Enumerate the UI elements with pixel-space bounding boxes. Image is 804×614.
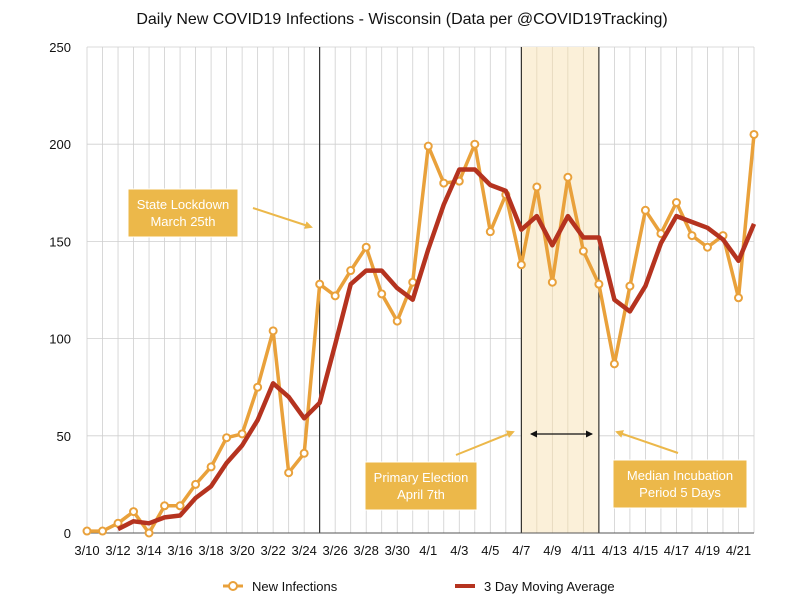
data-point-new-infections <box>191 479 201 489</box>
annotation-box <box>364 461 478 511</box>
annotation-line: April 7th <box>397 487 445 502</box>
y-tick-label: 100 <box>49 332 71 347</box>
data-point-new-infections <box>749 129 759 139</box>
data-point-new-infections <box>237 429 247 439</box>
y-tick-label: 150 <box>49 234 71 249</box>
data-point-new-infections <box>315 279 325 289</box>
data-point-new-infections <box>687 231 697 241</box>
y-tick-label: 250 <box>49 40 71 55</box>
data-point-new-infections <box>733 293 743 303</box>
data-point-new-infections <box>485 227 495 237</box>
data-point-new-infections <box>361 242 371 252</box>
x-tick-label: 3/18 <box>198 543 223 558</box>
data-point-new-infections <box>516 260 526 270</box>
data-point-new-infections <box>439 178 449 188</box>
data-point-new-infections <box>330 291 340 301</box>
x-tick-label: 3/12 <box>105 543 130 558</box>
data-point-new-infections <box>377 289 387 299</box>
x-tick-label: 4/11 <box>571 543 595 558</box>
annotation-box <box>612 459 748 509</box>
x-tick-label: 3/22 <box>260 543 285 558</box>
data-point-new-infections <box>129 507 139 517</box>
x-tick-label: 4/3 <box>450 543 468 558</box>
annotation-line: Primary Election <box>374 470 469 485</box>
election-arrow <box>455 430 515 456</box>
x-tick-label: 4/21 <box>726 543 751 558</box>
data-point-new-infections <box>470 139 480 149</box>
data-point-new-infections <box>346 266 356 276</box>
data-point-new-infections <box>144 528 154 538</box>
x-tick-label: 4/17 <box>664 543 689 558</box>
x-axis-ticks: 3/10 3/12 3/14 3/16 3/18 3/20 3/22 3/24 3/26 3/28… <box>74 543 751 558</box>
data-point-new-infections <box>222 433 232 443</box>
data-point-new-infections <box>175 501 185 511</box>
annotation-line: State Lockdown <box>137 197 230 212</box>
annotation-line: Median Incubation <box>627 468 733 483</box>
series-layer <box>82 129 759 538</box>
annotation-lockdown: State Lockdown March 25th <box>127 188 239 238</box>
x-tick-label: 4/7 <box>512 543 530 558</box>
data-point-new-infections <box>98 526 108 536</box>
data-point-new-infections <box>299 448 309 458</box>
annotation-line: Period 5 Days <box>639 485 721 500</box>
data-point-new-infections <box>578 246 588 256</box>
x-tick-label: 3/10 <box>74 543 99 558</box>
annotation-box <box>127 188 239 238</box>
data-point-new-infections <box>702 242 712 252</box>
data-point-new-infections <box>268 326 278 336</box>
x-tick-label: 3/26 <box>323 543 348 558</box>
x-tick-label: 3/28 <box>354 543 379 558</box>
annotation-primary-election: Primary Election April 7th <box>364 461 478 511</box>
legend-marker-new-infections <box>228 581 238 591</box>
data-point-new-infections <box>563 172 573 182</box>
series-line-3-day-moving-average <box>116 167 757 532</box>
x-tick-label: 3/14 <box>136 543 161 558</box>
annotation-line: March 25th <box>150 214 215 229</box>
data-point-new-infections <box>671 198 681 208</box>
shaded-region <box>520 47 600 533</box>
legend-label-new-infections: New Infections <box>252 579 338 594</box>
annotation-incubation: Median Incubation Period 5 Days <box>612 459 748 509</box>
data-point-new-infections <box>532 182 542 192</box>
incubation-arrow <box>615 430 679 454</box>
incubation-shade <box>521 47 599 533</box>
legend-label-moving-average: 3 Day Moving Average <box>484 579 615 594</box>
x-tick-label: 3/16 <box>167 543 192 558</box>
data-point-new-infections <box>625 281 635 291</box>
legend: New Infections 3 Day Moving Average <box>223 579 615 594</box>
data-point-new-infections <box>640 205 650 215</box>
data-point-new-infections <box>284 468 294 478</box>
data-point-new-infections <box>253 382 263 392</box>
data-point-new-infections <box>423 141 433 151</box>
data-point-new-infections <box>206 462 216 472</box>
y-tick-label: 0 <box>64 526 71 541</box>
x-tick-label: 3/20 <box>229 543 254 558</box>
data-point-new-infections <box>82 526 92 536</box>
x-tick-label: 4/13 <box>602 543 627 558</box>
y-axis-ticks: 0 50 100 150 200 250 <box>49 40 71 541</box>
x-tick-label: 3/30 <box>385 543 410 558</box>
x-tick-label: 4/5 <box>481 543 499 558</box>
x-tick-label: 4/19 <box>695 543 720 558</box>
data-point-new-infections <box>547 277 557 287</box>
y-tick-label: 50 <box>57 429 71 444</box>
lockdown-arrow <box>252 207 313 229</box>
x-tick-label: 4/1 <box>419 543 437 558</box>
x-tick-label: 4/9 <box>543 543 561 558</box>
data-point-new-infections <box>609 359 619 369</box>
data-point-new-infections <box>594 279 604 289</box>
y-tick-label: 200 <box>49 137 71 152</box>
chart-title: Daily New COVID19 Infections - Wisconsin… <box>136 11 667 28</box>
x-tick-label: 4/15 <box>633 543 658 558</box>
x-tick-label: 3/24 <box>292 543 317 558</box>
data-point-new-infections <box>160 501 170 511</box>
data-point-new-infections <box>392 316 402 326</box>
